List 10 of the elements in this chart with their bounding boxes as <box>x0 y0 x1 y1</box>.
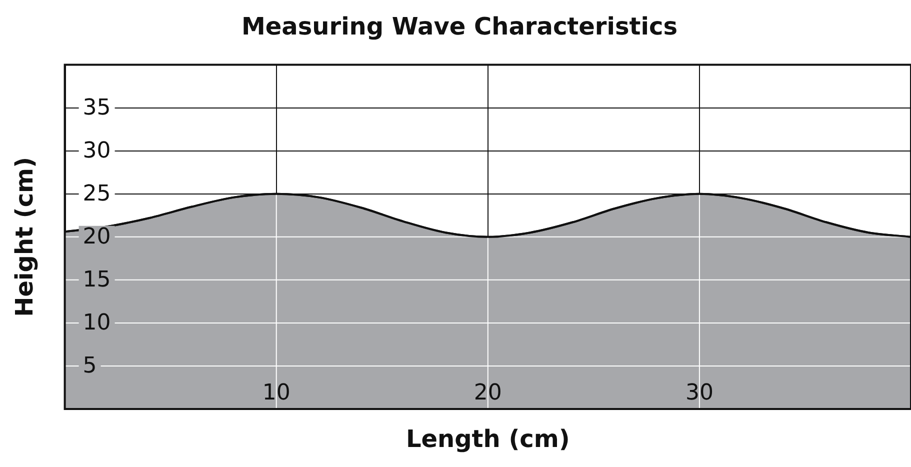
y-tick-label: 10 <box>82 310 111 336</box>
x-axis-title: Length (cm) <box>406 425 570 454</box>
y-tick-label: 20 <box>82 224 111 250</box>
y-tick-label: 30 <box>82 138 111 164</box>
y-tick-label: 5 <box>82 354 97 379</box>
chart-title: Measuring Wave Characteristics <box>242 12 678 41</box>
y-tick-label: 15 <box>82 268 111 293</box>
y-axis-title: Height (cm) <box>10 156 39 317</box>
y-tick-label: 25 <box>82 182 111 207</box>
y-tick-label: 35 <box>82 96 111 121</box>
